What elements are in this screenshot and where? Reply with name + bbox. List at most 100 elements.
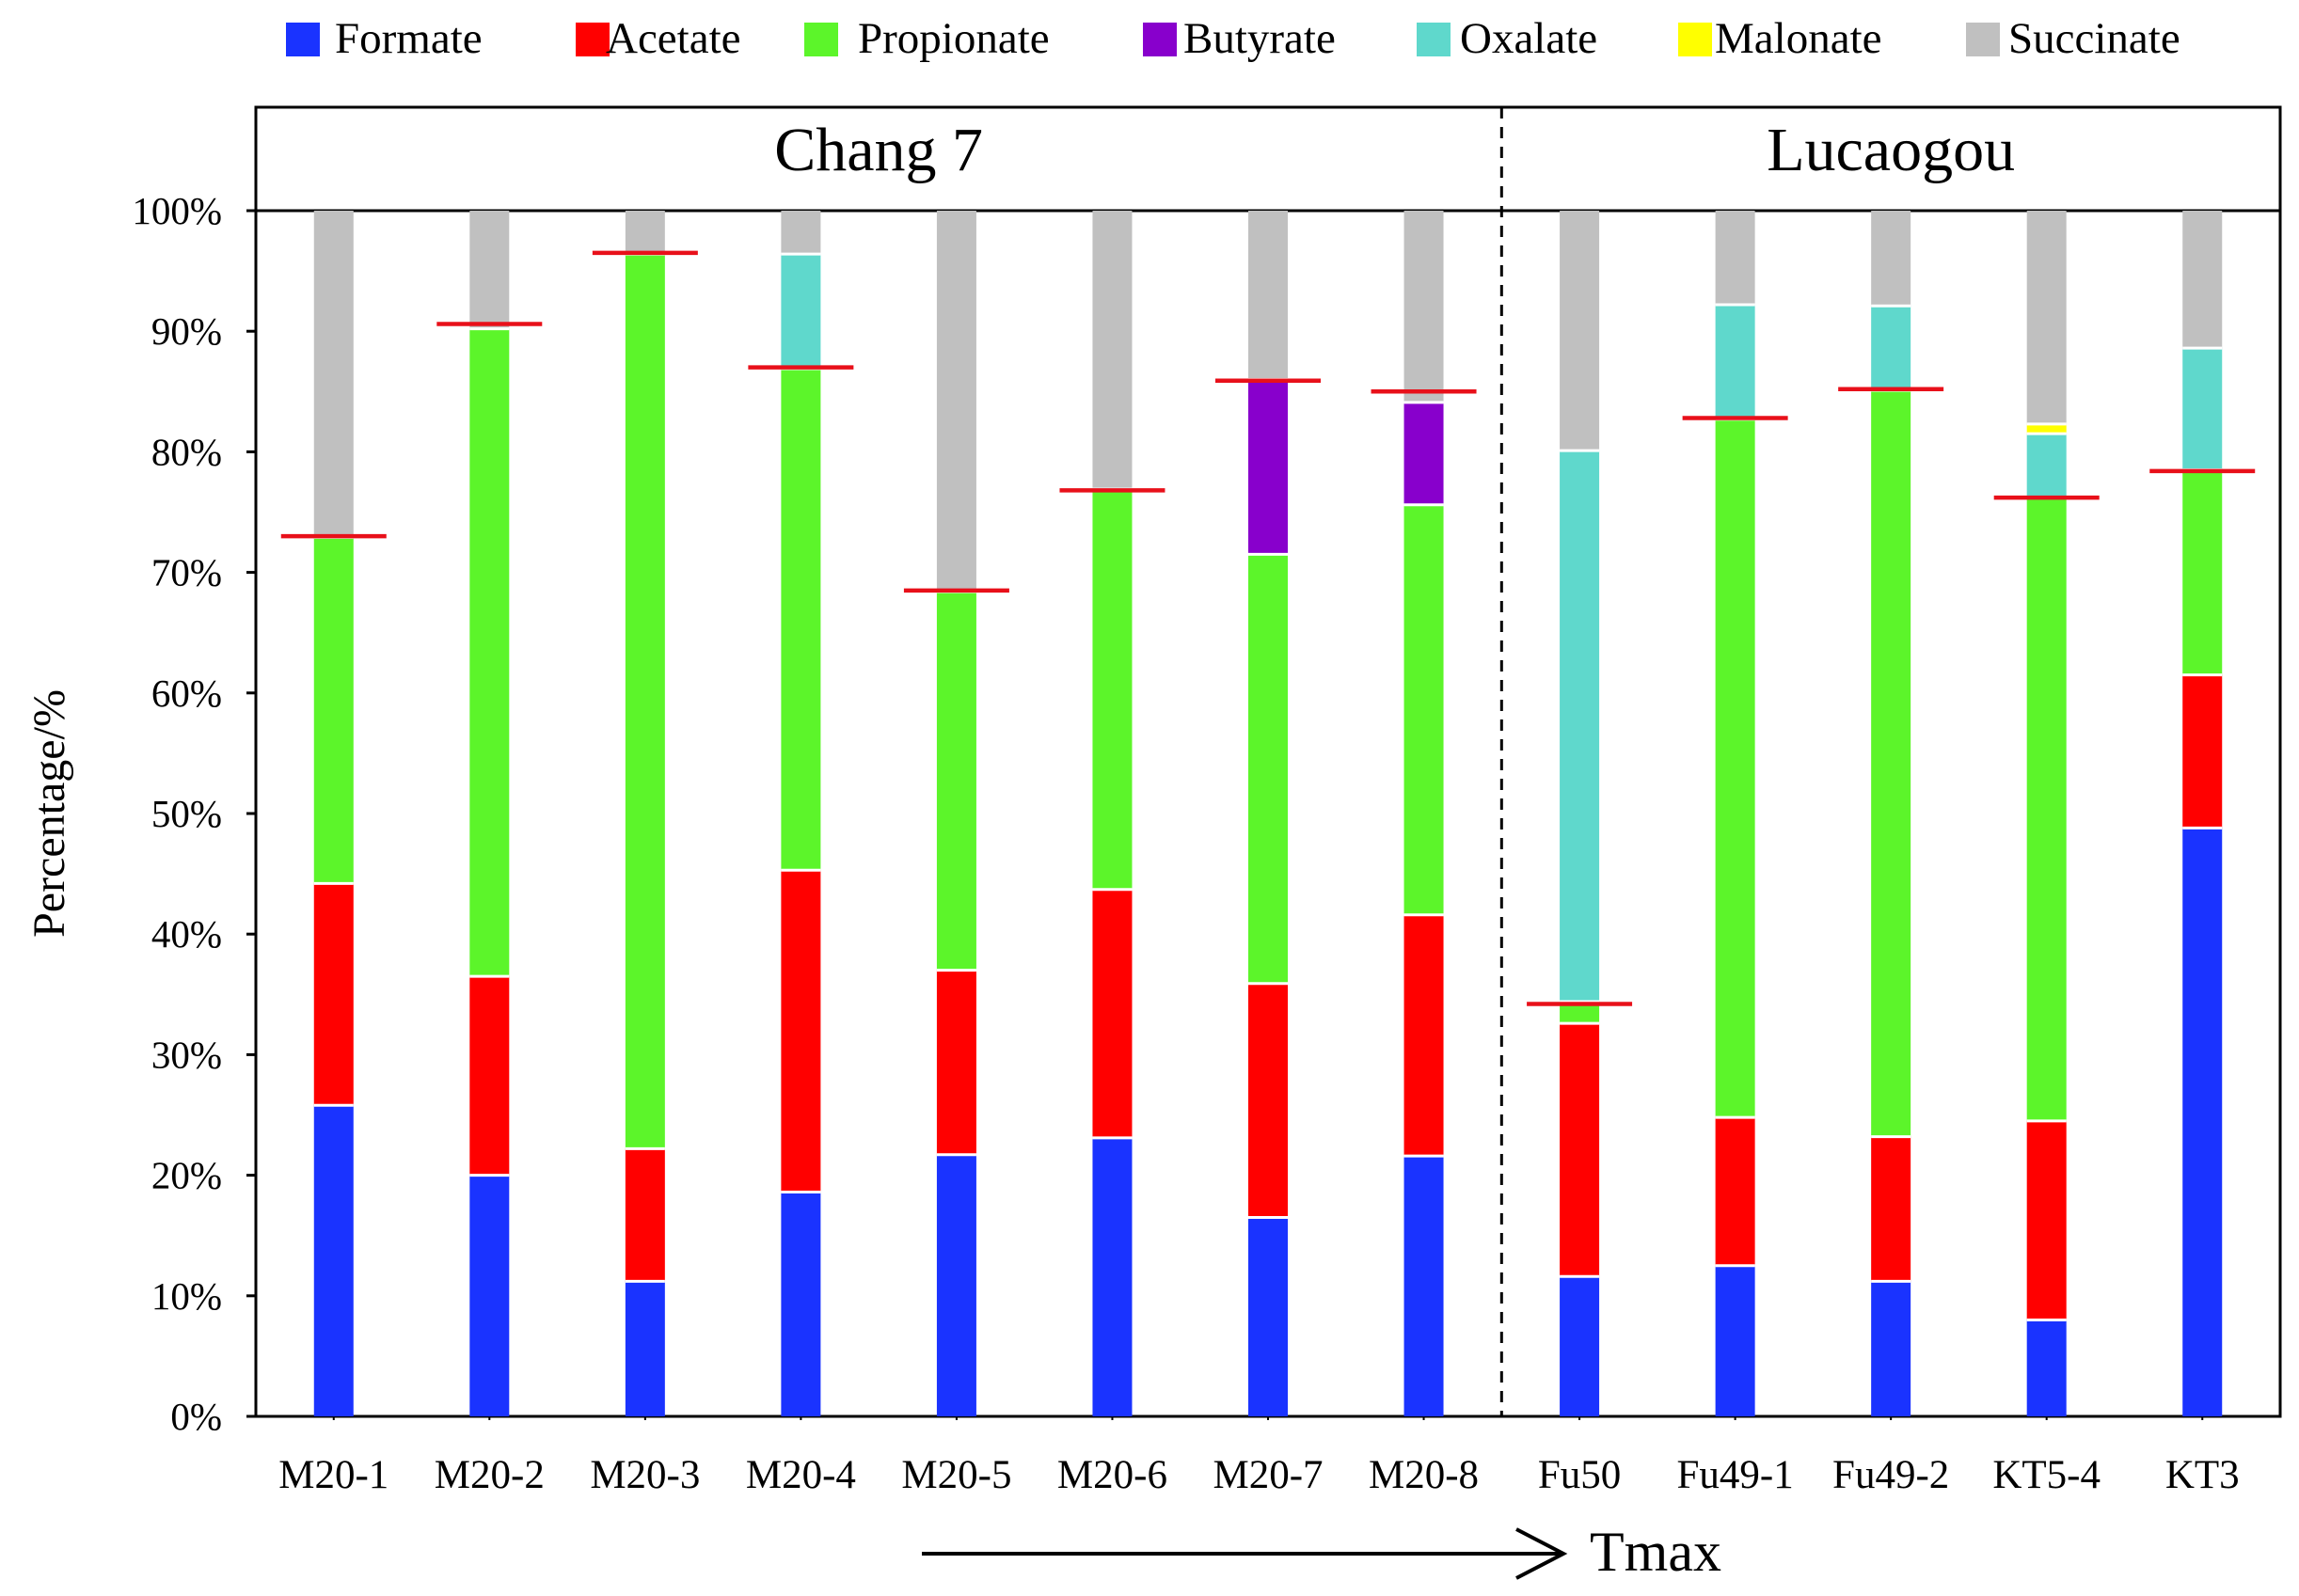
x-tick-label: M20-4 [746,1453,856,1497]
segment-propionate-m20-7 [1248,554,1288,984]
segment-succinate-kt3 [2182,211,2223,349]
segment-acetate-fu50 [1560,1023,1600,1277]
x-tick-label: Fu49-1 [1676,1453,1793,1497]
segment-formate-fu49-2 [1871,1281,1911,1416]
legend-label-butyrate: Butyrate [1183,14,1336,63]
x-tick-label: M20-1 [278,1453,388,1497]
segment-oxalate-fu49-2 [1871,306,1911,391]
segment-propionate-m20-8 [1403,504,1444,915]
segment-oxalate-fu50 [1560,450,1600,1002]
bar-kt3 [2182,211,2223,1416]
y-tick-label: 70% [151,551,222,594]
group-header-lucaogou: Lucaogou [1767,116,2015,184]
segment-acetate-fu49-2 [1871,1136,1911,1282]
x-tick-label: M20-7 [1213,1453,1323,1497]
segment-oxalate-kt5-4 [2026,434,2067,498]
group-header-chang-7: Chang 7 [774,116,983,184]
segment-propionate-fu49-2 [1871,390,1911,1137]
segment-acetate-m20-4 [781,870,821,1193]
x-tick-label: M20-5 [901,1453,1011,1497]
segment-acetate-m20-1 [313,883,354,1106]
legend-item-butyrate: Butyrate [1143,14,1336,63]
x-tick-label: Fu50 [1538,1453,1621,1497]
segment-formate-fu49-1 [1715,1265,1755,1416]
segment-butyrate-m20-8 [1403,402,1444,505]
x-axis: M20-1 M20-2 M20-3 M20-4 M20-5 M20-6 M20-7 M20-8… [278,1416,2240,1497]
segment-succinate-m20-8 [1403,211,1444,403]
x-tick-label: M20-6 [1057,1453,1167,1497]
segment-succinate-fu50 [1560,211,1600,451]
legend-swatch-formate [286,23,320,56]
segment-succinate-m20-3 [625,211,665,255]
segment-succinate-fu49-2 [1871,211,1911,307]
bar-fu49-2 [1871,211,1911,1416]
segment-formate-m20-6 [1092,1137,1133,1416]
segment-acetate-m20-5 [936,970,976,1155]
segment-oxalate-kt3 [2182,348,2223,470]
segment-malonate-kt5-4 [2026,423,2067,435]
legend-label-propionate: Propionate [858,14,1050,63]
legend-item-malonate: Malonate [1678,14,1882,63]
segment-succinate-m20-2 [469,211,510,329]
segment-acetate-m20-3 [625,1148,665,1282]
y-tick-label: 10% [151,1274,222,1318]
segment-propionate-m20-4 [781,368,821,871]
segment-formate-fu50 [1560,1276,1600,1416]
segment-oxalate-fu49-1 [1715,304,1755,419]
segment-succinate-fu49-1 [1715,211,1755,305]
legend-label-acetate: Acetate [606,14,741,63]
x-tick-label: KT5-4 [1992,1453,2101,1497]
segment-acetate-m20-7 [1248,983,1288,1218]
segment-acetate-kt5-4 [2026,1120,2067,1320]
y-tick-label: 40% [151,912,222,956]
y-axis: 0% 10% 20% 30% 40% 50% 60% 70% 80% 90% 100% Percent… [24,189,256,1438]
group-headers: Chang 7 Lucaogou [774,107,2015,1416]
bar-m20-3 [625,211,665,1416]
segment-formate-m20-4 [781,1192,821,1416]
bar-m20-1 [313,211,354,1416]
segment-formate-m20-7 [1248,1217,1288,1416]
y-tick-label: 60% [151,672,222,715]
segment-succinate-m20-6 [1092,211,1133,490]
bar-m20-2 [469,211,510,1416]
legend-swatch-oxalate [1417,23,1451,56]
legend-label-oxalate: Oxalate [1460,14,1597,63]
segment-succinate-m20-5 [936,211,976,593]
legend-label-malonate: Malonate [1715,14,1882,63]
bar-fu50 [1560,211,1600,1416]
x-axis-label: Tmax [1590,1521,1721,1583]
bars [313,211,2223,1416]
segment-propionate-m20-3 [625,254,665,1149]
legend: Formate Acetate Propionate Butyrate Oxalate M… [286,14,2180,63]
legend-item-propionate: Propionate [804,14,1050,63]
segment-acetate-m20-2 [469,976,510,1176]
x-tick-label: M20-3 [590,1453,700,1497]
segment-formate-m20-5 [936,1154,976,1416]
segment-formate-m20-1 [313,1105,354,1416]
x-tick-label: M20-2 [435,1453,545,1497]
segment-acetate-fu49-1 [1715,1117,1755,1266]
y-tick-label: 50% [151,792,222,835]
legend-swatch-butyrate [1143,23,1177,56]
legend-label-formate: Formate [335,14,483,63]
segment-propionate-m20-2 [469,328,510,977]
segment-formate-m20-8 [1403,1156,1444,1416]
segment-succinate-m20-4 [781,211,821,255]
legend-item-formate: Formate [286,14,483,63]
segment-oxalate-m20-4 [781,254,821,369]
legend-item-oxalate: Oxalate [1417,14,1597,63]
tmax-arrow-head [1515,1527,1568,1580]
segment-acetate-m20-8 [1403,914,1444,1157]
legend-swatch-malonate [1678,23,1712,56]
segment-acetate-m20-6 [1092,889,1133,1138]
y-tick-label: 0% [170,1395,222,1438]
bar-kt5-4 [2026,211,2067,1416]
segment-formate-kt5-4 [2026,1319,2067,1416]
segment-propionate-kt5-4 [2026,498,2067,1121]
x-tick-label: Fu49-2 [1832,1453,1949,1497]
x-tick-label: M20-8 [1369,1453,1479,1497]
bar-m20-4 [781,211,821,1416]
segment-propionate-m20-1 [313,537,354,884]
segment-formate-m20-3 [625,1281,665,1416]
